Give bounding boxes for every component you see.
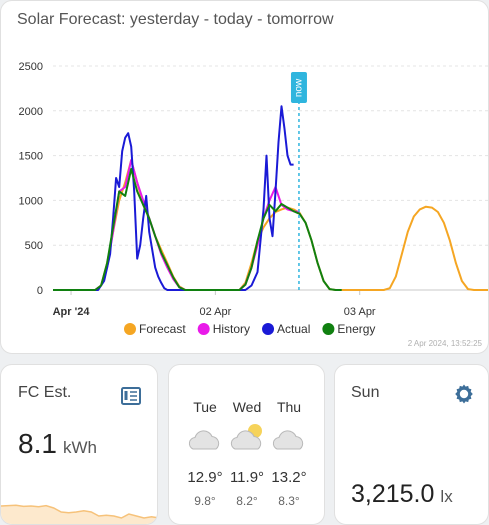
fc-sparkline [1,504,157,524]
weather-high-temp: 12.9° [187,469,223,486]
sun-value-row: 3,215.0 lx [351,480,453,509]
cloud-shape [188,430,220,450]
series-line-actual[interactable] [53,105,294,291]
weather-high-temp: 11.9° [229,469,265,486]
legend-marker [197,323,210,335]
fc-value: 8.1 [18,428,57,459]
weather-low-temp: 8.3° [278,494,300,508]
series-line-energy[interactable] [53,168,342,291]
fc-value-row: 8.1 kWh [18,428,97,460]
weather-low-temp: 8.2° [236,494,258,508]
legend-marker [124,323,136,335]
weather-high-temp: 13.2° [271,469,307,486]
y-tick-label: 2000 [19,106,43,118]
y-tick-label: 500 [25,240,43,252]
fc-estimate-card[interactable]: FC Est. 8.1 kWh [0,364,158,525]
legend-marker [262,323,275,335]
sun-card[interactable]: Sun 3,215.0 lx [334,364,489,525]
legend-marker [322,323,335,335]
gear-icon [455,384,473,404]
calendar-grid-icon [121,387,141,405]
cloud-shape [272,430,304,450]
solar-forecast-chart[interactable]: 0 500 1000 1500 2000 2500 Apr '24 02 Apr 03 Apr n… [1,1,489,354]
y-tick-label: 0 [37,285,43,297]
partly-cloudy-icon [230,424,262,450]
weather-day-label: Tue [193,399,217,415]
x-tick-label: 02 Apr [199,306,231,318]
sparkline-line [1,504,157,519]
y-tick-label: 1000 [19,195,43,207]
fc-card-title: FC Est. [18,384,72,401]
weather-low-temp: 9.8° [194,494,216,508]
weather-card[interactable]: Tue 12.9° 9.8° Wed 11.9° 8.2° Thu 13.2° 8.3° [168,364,325,525]
legend-label: Forecast [139,322,186,336]
sun-value: 3,215.0 [351,480,435,508]
legend-label: History [213,322,250,336]
now-marker-badge [290,72,307,103]
fc-unit: kWh [62,438,97,457]
sparkline-area [1,505,157,524]
weather-day-label: Wed [232,399,262,415]
legend-item-energy[interactable]: Energy [322,322,375,336]
legend-item-actual[interactable]: Actual [262,322,310,336]
legend-item-forecast[interactable]: Forecast [124,322,186,336]
weather-day-label: Thu [276,399,302,415]
chart-title: Solar Forecast: yesterday - today - tomo… [17,11,334,28]
y-tick-label: 1500 [19,151,43,163]
sun-unit: lx [440,487,453,506]
now-marker-label: now [294,78,305,97]
x-tick-label: Apr '24 [53,306,91,318]
y-tick-label: 2500 [19,61,43,73]
cloudy-icon [188,430,220,450]
solar-forecast-card[interactable]: Solar Forecast: yesterday - today - tomo… [0,0,489,354]
cloud-shape [230,430,262,450]
sun-card-title: Sun [351,384,380,401]
legend-label: Actual [277,322,310,336]
cloudy-icon [272,430,304,450]
x-tick-label: 03 Apr [344,306,376,318]
last-updated-timestamp: 2 Apr 2024, 13:52:25 [407,339,482,348]
legend-item-history[interactable]: History [197,322,250,336]
legend-label: Energy [337,322,375,336]
